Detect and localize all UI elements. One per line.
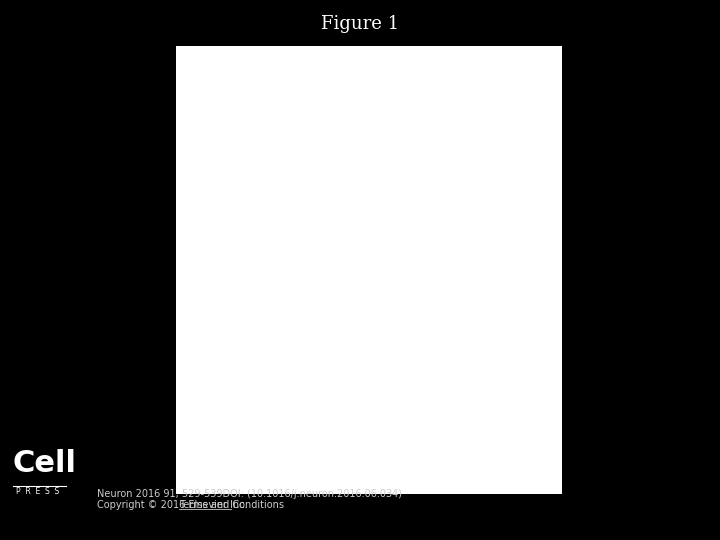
Text: Terms and Conditions: Terms and Conditions	[179, 500, 284, 510]
Text: Cell: Cell	[13, 449, 77, 478]
Text: Neuron 2016 91, 529-539DOI: (10.1016/j.neuron.2016.06.034): Neuron 2016 91, 529-539DOI: (10.1016/j.n…	[97, 489, 402, 499]
Text: Copyright © 2016 Elsevier Inc.: Copyright © 2016 Elsevier Inc.	[97, 500, 251, 510]
Text: P  R  E  S  S: P R E S S	[16, 487, 59, 496]
FancyBboxPatch shape	[176, 46, 562, 494]
Text: Figure 1: Figure 1	[321, 15, 399, 33]
